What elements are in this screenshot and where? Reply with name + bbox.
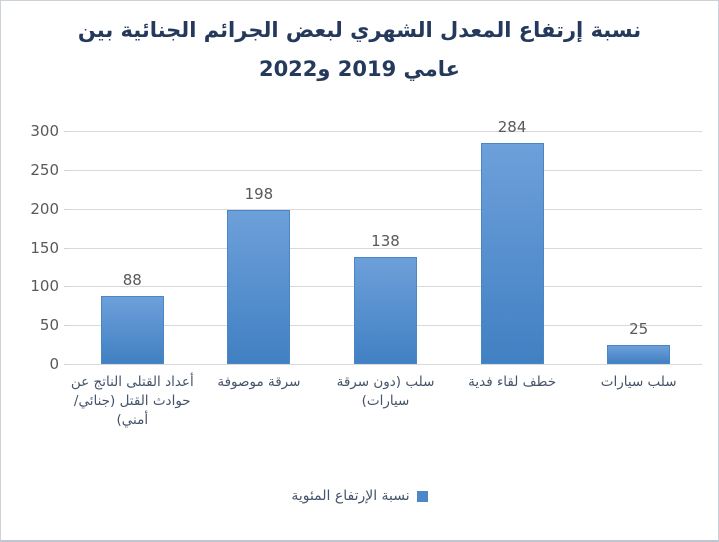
- category-label: سرقة موصوفة: [217, 374, 301, 390]
- legend-label: نسبة الإرتفاع المئوية: [291, 488, 410, 504]
- bar: [354, 256, 417, 364]
- y-axis-tick-label: 50: [39, 316, 59, 335]
- bar-value-label: 25: [629, 319, 649, 338]
- bar-value-label: 284: [497, 118, 527, 137]
- gridline: [69, 208, 702, 210]
- bar-value-label: 88: [122, 270, 142, 289]
- y-axis-tick-label: 300: [30, 122, 59, 140]
- bar: [607, 344, 671, 364]
- y-axis-tick: [64, 131, 69, 132]
- y-axis-tick: [64, 325, 69, 327]
- gridline: [69, 364, 702, 365]
- category-label: أعداد القتلى الناتج عن حوادث القتل (جنائ…: [70, 374, 194, 428]
- y-axis-tick-label: 250: [30, 160, 59, 179]
- y-axis-tick: [64, 364, 69, 365]
- category-label: سلب (دون سرقة سيارات): [336, 374, 435, 409]
- bar-value-label: 138: [371, 231, 400, 250]
- chart-legend: نسبة الإرتفاع المئوية: [1, 488, 718, 504]
- y-axis-tick: [64, 286, 69, 288]
- y-axis-tick-label: 200: [30, 199, 59, 218]
- gridline: [69, 169, 702, 171]
- bar: [480, 143, 544, 364]
- category-label: خطف لقاء فدية: [468, 374, 557, 390]
- y-axis-tick-label: 150: [30, 238, 59, 257]
- chart-title-line1: نسبة إرتفاع المعدل الشهري لبعض الجرائم ا…: [77, 18, 642, 42]
- gridline: [69, 247, 702, 249]
- chart-title: نسبة إرتفاع المعدل الشهري لبعض الجرائم ا…: [1, 11, 718, 89]
- gridline: [69, 131, 702, 132]
- category-label: سلب سيارات: [600, 374, 677, 390]
- y-axis-tick-label: 0: [49, 355, 59, 373]
- bar: [100, 295, 164, 364]
- chart-title-line2: عامي 2019 و2022: [258, 57, 461, 81]
- y-axis-tick-label: 100: [30, 277, 59, 296]
- bar: [227, 210, 291, 364]
- legend-swatch-icon: [416, 490, 428, 502]
- y-axis-tick: [64, 247, 69, 249]
- y-axis-tick: [64, 208, 69, 210]
- bar-value-label: 198: [244, 185, 274, 204]
- y-axis-tick: [64, 169, 69, 171]
